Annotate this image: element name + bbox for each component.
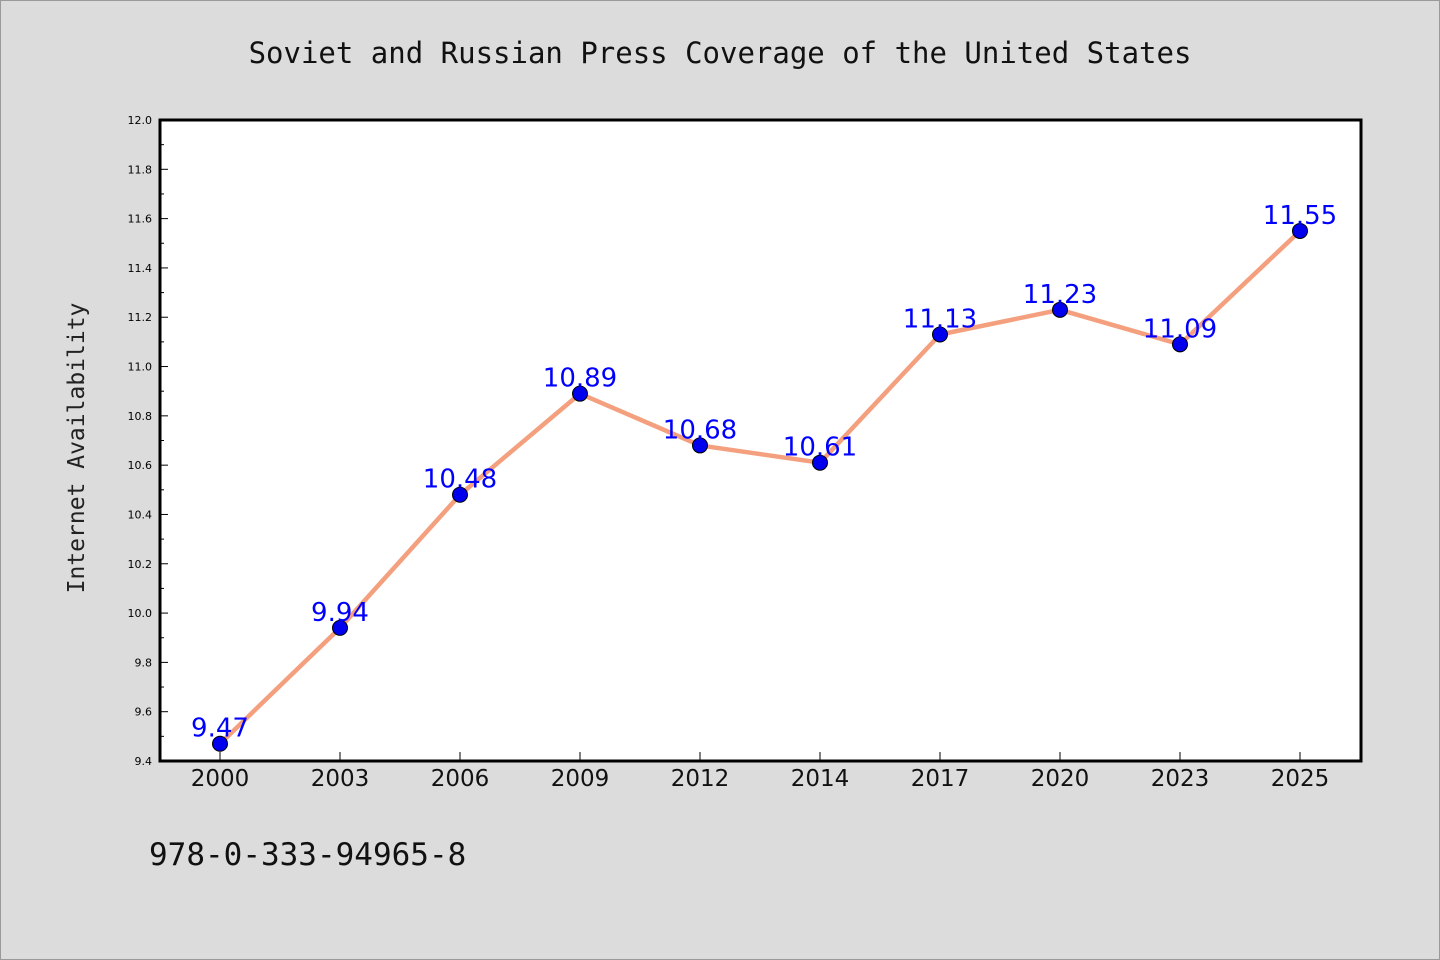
y-tick-label: 10.8 bbox=[128, 410, 153, 423]
x-tick-label: 2017 bbox=[911, 766, 970, 792]
y-tick-label: 11.8 bbox=[128, 163, 153, 176]
data-point bbox=[212, 735, 228, 752]
data-label: 10.68 bbox=[663, 415, 737, 445]
y-tick-label: 11.6 bbox=[128, 213, 153, 226]
y-tick-label: 9.4 bbox=[135, 755, 153, 768]
y-tick-label: 11.4 bbox=[128, 262, 153, 275]
x-tick-label: 2006 bbox=[431, 766, 490, 792]
y-tick-label: 11.0 bbox=[128, 361, 153, 374]
plot-area bbox=[160, 120, 1361, 761]
chart-title: Soviet and Russian Press Coverage of the… bbox=[249, 36, 1192, 70]
data-label: 11.55 bbox=[1263, 201, 1337, 231]
y-tick-label: 10.6 bbox=[128, 459, 153, 472]
x-axis-ticks: 2000 2003 2006 2009 2012 2014 2017 2020 2023 2025 bbox=[191, 752, 1330, 792]
data-point bbox=[1292, 222, 1308, 239]
y-tick-label: 10.0 bbox=[128, 607, 153, 620]
data-label: 11.09 bbox=[1143, 314, 1217, 344]
data-point bbox=[572, 385, 588, 402]
data-label: 9.47 bbox=[191, 714, 249, 744]
data-point bbox=[812, 454, 828, 471]
data-label: 11.13 bbox=[903, 304, 977, 334]
x-tick-label: 2009 bbox=[551, 766, 610, 792]
x-tick-label: 2003 bbox=[311, 766, 370, 792]
series-group bbox=[212, 222, 1308, 752]
data-label: 9.94 bbox=[311, 598, 369, 628]
y-tick-label: 10.2 bbox=[128, 558, 153, 571]
data-point bbox=[332, 619, 348, 636]
data-point bbox=[932, 326, 948, 343]
data-point bbox=[1052, 301, 1068, 318]
data-label: 10.61 bbox=[783, 433, 857, 463]
data-point bbox=[692, 437, 708, 454]
x-tick-label: 2012 bbox=[671, 766, 730, 792]
data-point bbox=[452, 486, 468, 503]
series-line bbox=[217, 228, 1303, 746]
y-tick-label: 11.2 bbox=[128, 311, 153, 324]
y-tick-label: 9.8 bbox=[135, 656, 153, 669]
y-tick-label: 9.6 bbox=[135, 706, 153, 719]
x-tick-label: 2020 bbox=[1031, 766, 1090, 792]
x-tick-label: 2025 bbox=[1271, 766, 1330, 792]
y-tick-label: 12.0 bbox=[128, 114, 153, 127]
data-label: 11.23 bbox=[1023, 280, 1097, 310]
footer-isbn: 978-0-333-94965-8 bbox=[149, 837, 466, 873]
data-label: 10.48 bbox=[423, 465, 497, 495]
plot-border bbox=[158, 118, 1363, 763]
x-tick-label: 2000 bbox=[191, 766, 250, 792]
x-tick-label: 2023 bbox=[1151, 766, 1210, 792]
data-labels-group: 9.47 9.94 10.48 10.89 10.68 10.61 11.13 11.23 11… bbox=[191, 201, 1337, 744]
y-tick-label: 10.4 bbox=[128, 508, 153, 521]
y-axis-label: Internet Availability bbox=[64, 303, 90, 594]
data-point bbox=[1172, 336, 1188, 353]
data-label: 10.89 bbox=[543, 364, 617, 394]
x-tick-label: 2014 bbox=[791, 766, 850, 792]
